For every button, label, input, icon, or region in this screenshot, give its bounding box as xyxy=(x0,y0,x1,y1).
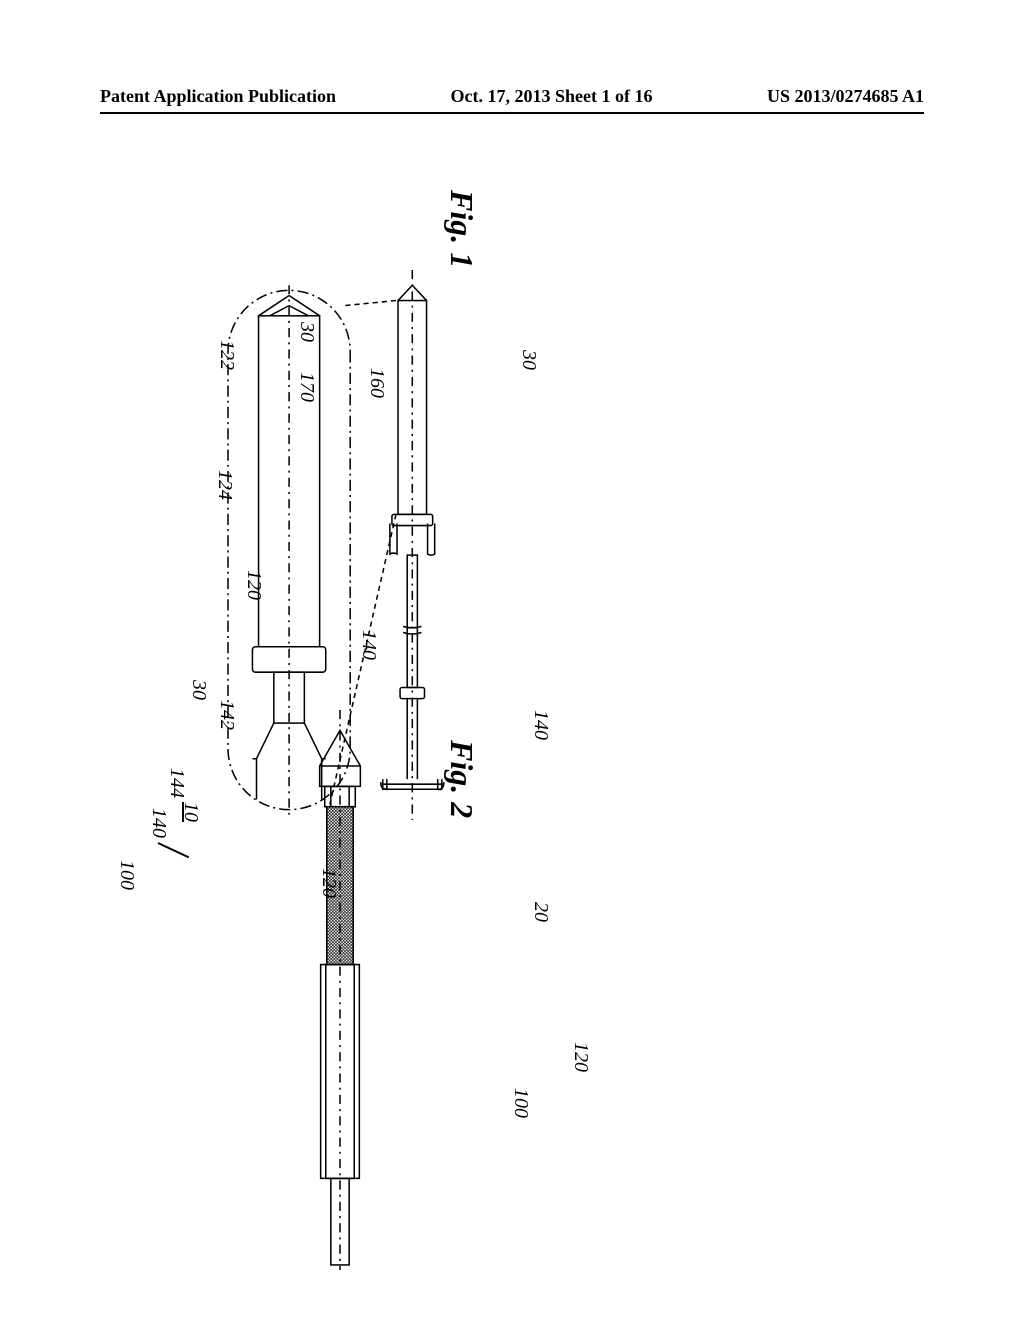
figure-1-label: Fig. 1 xyxy=(443,190,480,268)
ref-10: 10 xyxy=(179,802,202,822)
header-rule xyxy=(100,112,924,114)
ref-120-fig1: 120 xyxy=(242,570,265,600)
header-left: Patent Application Publication xyxy=(100,86,336,107)
ref-30-fig1-upper: 30 xyxy=(187,680,210,700)
ref-160: 160 xyxy=(365,368,388,398)
ref-30-fig2: 30 xyxy=(517,350,540,370)
drawing-area: Fig. 1 Fig. 2 xyxy=(100,150,924,1230)
ref-140-fig1-upper: 140 xyxy=(147,808,170,838)
figure-2-drawing xyxy=(190,710,490,1270)
header-center: Oct. 17, 2013 Sheet 1 of 16 xyxy=(451,86,653,107)
ref-142: 142 xyxy=(215,700,238,730)
ref-140-detail: 140 xyxy=(357,630,380,660)
ref-122: 122 xyxy=(215,340,238,370)
ref-170: 170 xyxy=(295,372,318,402)
header-right: US 2013/0274685 A1 xyxy=(767,86,924,107)
ref-100-fig1: 100 xyxy=(115,860,138,890)
ref-144: 144 xyxy=(165,768,188,798)
patent-page: Patent Application Publication Oct. 17, … xyxy=(0,0,1024,1320)
ref-124: 124 xyxy=(213,470,236,500)
ref-100-fig2: 100 xyxy=(509,1088,532,1118)
leader xyxy=(158,842,190,858)
ref-120-detail: 120 xyxy=(317,868,340,898)
ref-120-fig2: 120 xyxy=(569,1042,592,1072)
page-header: Patent Application Publication Oct. 17, … xyxy=(100,86,924,107)
ref-140-fig2: 140 xyxy=(529,710,552,740)
ref-20: 20 xyxy=(529,902,552,922)
ref-30-detail: 30 xyxy=(295,322,318,342)
